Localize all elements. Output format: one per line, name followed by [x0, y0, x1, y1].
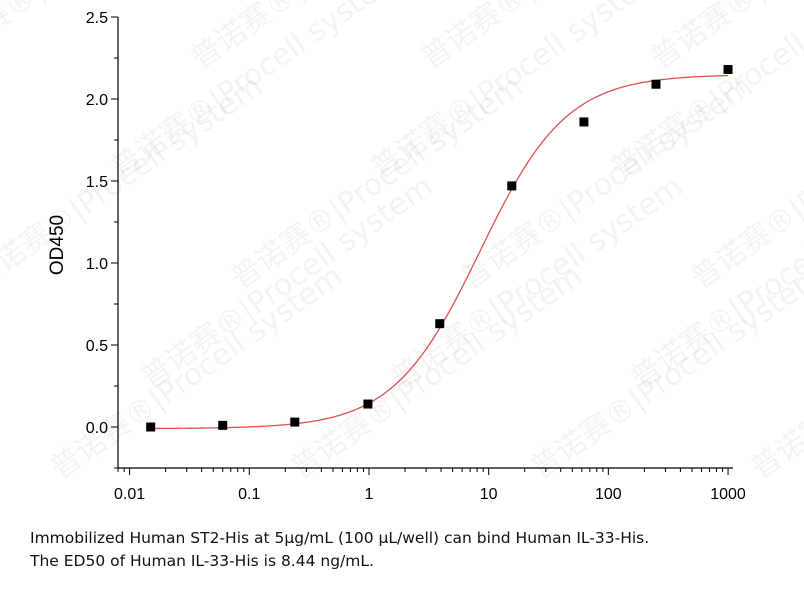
y-tick-label: 0.5 — [86, 338, 108, 355]
watermark-text: 普诺赛®|Procell system — [0, 0, 229, 77]
data-point — [723, 64, 733, 74]
y-tick-label: 1.5 — [86, 174, 108, 191]
data-points — [146, 64, 733, 432]
caption-line-1: Immobilized Human ST2-His at 5μg/mL (100… — [30, 529, 650, 547]
data-point — [146, 422, 156, 432]
y-tick-label: 1.0 — [86, 256, 108, 273]
x-tick-label: 0.1 — [238, 486, 260, 503]
x-tick-label: 100 — [595, 486, 622, 503]
x-tick-label: 1000 — [710, 486, 746, 503]
data-point — [218, 420, 228, 430]
axes: 0.0 0.5 1.0 1.5 2.0 2.5 0.01 0.1 1 10 100 1000 — [86, 10, 746, 503]
chart: 普诺赛®|Procell system普诺赛®|Procell system普诺… — [0, 0, 804, 503]
watermark-layer: 普诺赛®|Procell system普诺赛®|Procell system普诺… — [0, 0, 804, 487]
data-point — [651, 79, 661, 89]
fit-curve — [150, 74, 729, 430]
figure-caption: Immobilized Human ST2-His at 5μg/mL (100… — [30, 527, 800, 573]
data-point — [435, 319, 445, 329]
y-tick-label: 0.0 — [86, 420, 108, 437]
y-tick-label: 2.0 — [86, 92, 108, 109]
data-point — [290, 417, 300, 427]
x-tick-label: 0.01 — [114, 486, 145, 503]
y-tick-label: 2.5 — [86, 10, 108, 27]
x-tick-label: 1 — [365, 486, 374, 503]
x-tick-label: 10 — [480, 486, 498, 503]
caption-line-2: The ED50 of Human IL-33-His is 8.44 ng/m… — [30, 552, 374, 570]
data-point — [579, 117, 589, 127]
y-axis-title: OD450 — [47, 215, 68, 275]
data-point — [507, 181, 517, 191]
data-point — [363, 399, 373, 409]
